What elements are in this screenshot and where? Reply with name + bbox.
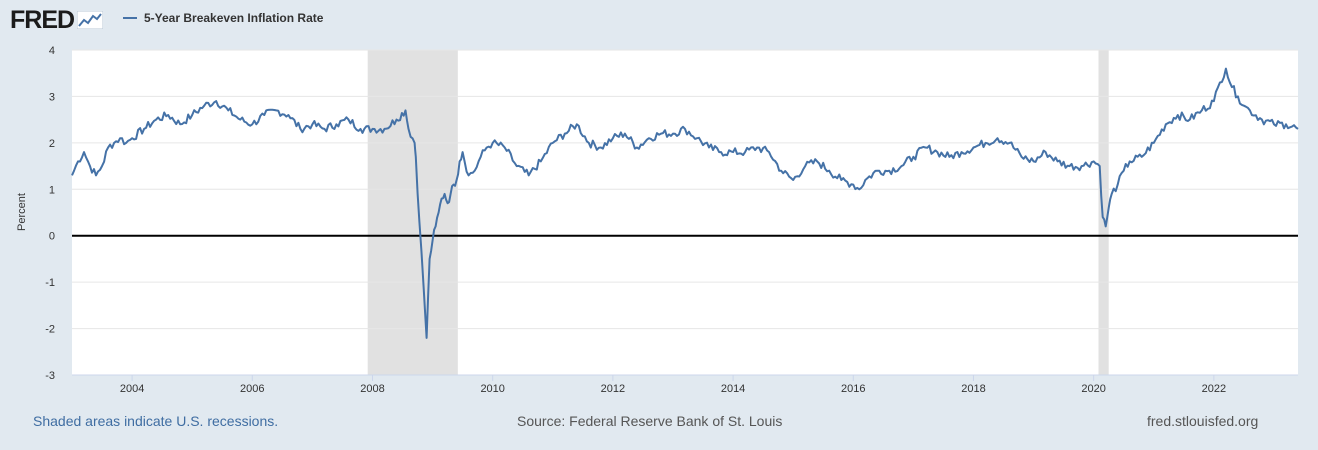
legend-line-swatch <box>123 17 137 19</box>
x-tick-label: 2010 <box>480 383 504 395</box>
chart-header: FRED 5-Year Breakeven Inflation Rate <box>0 0 1318 40</box>
chart-legend[interactable]: 5-Year Breakeven Inflation Rate <box>123 11 323 25</box>
plot-area <box>72 50 1298 375</box>
y-tick-label: -3 <box>45 370 55 382</box>
x-tick-label: 2008 <box>360 383 384 395</box>
x-tick-label: 2018 <box>961 383 985 395</box>
trend-graph-icon <box>77 11 104 29</box>
x-tick-label: 2022 <box>1202 383 1226 395</box>
fred-logo-text: FRED <box>10 5 75 34</box>
legend-series-label: 5-Year Breakeven Inflation Rate <box>144 11 324 25</box>
x-tick-label: 2014 <box>721 383 745 395</box>
y-tick-label: 1 <box>49 184 55 196</box>
x-axis-ticks: 2004 2006 2008 2010 2012 2014 2016 2018 2020 2022 <box>72 374 1298 395</box>
y-axis-title: Percent <box>16 193 28 231</box>
y-tick-label: 0 <box>49 231 55 243</box>
series-line-breakeven[interactable] <box>71 67 1299 339</box>
y-tick-label: 3 <box>49 91 55 103</box>
y-tick-label: -2 <box>45 324 55 336</box>
recession-bands <box>367 50 1109 375</box>
x-tick-label: 2020 <box>1081 383 1105 395</box>
y-tick-label: -1 <box>45 277 55 289</box>
fred-logo[interactable]: FRED <box>10 5 104 34</box>
x-tick-label: 2006 <box>240 383 264 395</box>
x-tick-label: 2012 <box>601 383 625 395</box>
recession-band-0 <box>367 50 458 375</box>
x-tick-label: 2004 <box>120 383 144 395</box>
y-axis-ticks: 4 3 2 1 0 -1 -2 -3 <box>45 45 55 382</box>
recession-band-1 <box>1098 50 1109 375</box>
recession-note-link[interactable]: Shaded areas indicate U.S. recessions. <box>33 413 279 429</box>
site-url[interactable]: fred.stlouisfed.org <box>1147 413 1259 429</box>
source-text: Source: Federal Reserve Bank of St. Loui… <box>517 413 783 429</box>
x-tick-label: 2016 <box>841 383 865 395</box>
y-tick-label: 2 <box>49 138 55 150</box>
y-tick-label: 4 <box>49 45 55 57</box>
